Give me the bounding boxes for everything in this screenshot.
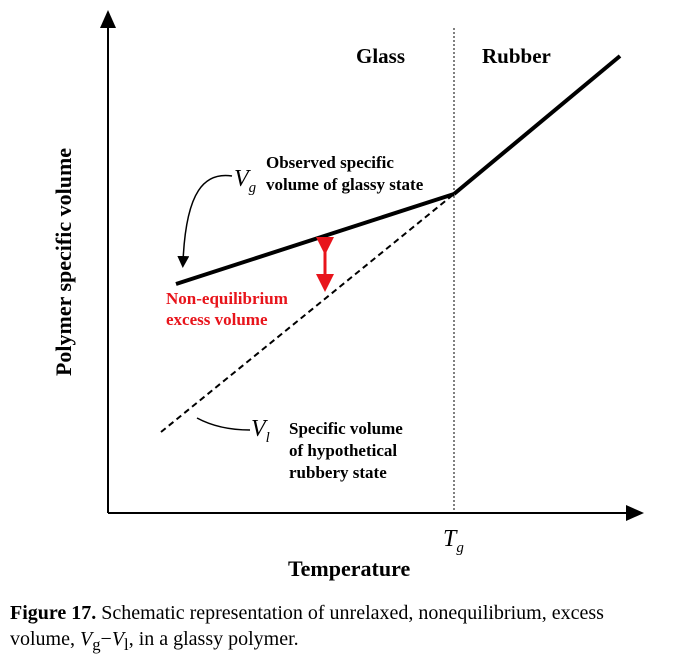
caption-label: Figure 17.	[10, 602, 97, 624]
excess-volume-line2: excess volume	[166, 310, 268, 329]
vg-subscript: g	[249, 180, 257, 196]
region-glass-label: Glass	[356, 44, 405, 68]
tg-label: Tg	[443, 526, 464, 556]
vg-desc-line2: volume of glassy state	[266, 175, 424, 194]
vg-pointer	[177, 174, 233, 268]
caption-text-b: , in a glassy polymer.	[128, 628, 299, 650]
vg-symbol: Vg	[234, 166, 257, 196]
vl-subscript: l	[266, 430, 270, 446]
caption-vg-symbol: V	[80, 628, 93, 650]
tg-subscript: g	[456, 540, 464, 556]
caption-text-a: Schematic representation of unrelaxed, n…	[10, 602, 604, 650]
vl-desc-line1: Specific volume	[289, 419, 403, 438]
caption-vl-symbol: V	[111, 628, 125, 650]
y-axis-title: Polymer specific volume	[51, 148, 76, 376]
figure-caption: Figure 17. Schematic representation of u…	[10, 600, 672, 658]
glass-line	[175, 192, 455, 286]
region-rubber-label: Rubber	[482, 44, 551, 68]
excess-volume-line1: Non-equilibrium	[166, 289, 288, 308]
vg-desc-line1: Observed specific	[266, 153, 394, 172]
x-axis-title: Temperature	[288, 556, 410, 581]
caption-vl-sub: l	[124, 635, 129, 654]
vl-symbol: Vl	[251, 416, 270, 446]
caption-minus: −	[100, 628, 112, 650]
rubber-line	[452, 54, 622, 196]
hypothetical-rubbery-line	[160, 193, 455, 433]
vl-desc-line2: of hypothetical	[289, 441, 397, 460]
vl-pointer	[196, 417, 251, 431]
vl-desc-line3: rubbery state	[289, 463, 387, 482]
caption-vg-sub: g	[92, 635, 101, 654]
